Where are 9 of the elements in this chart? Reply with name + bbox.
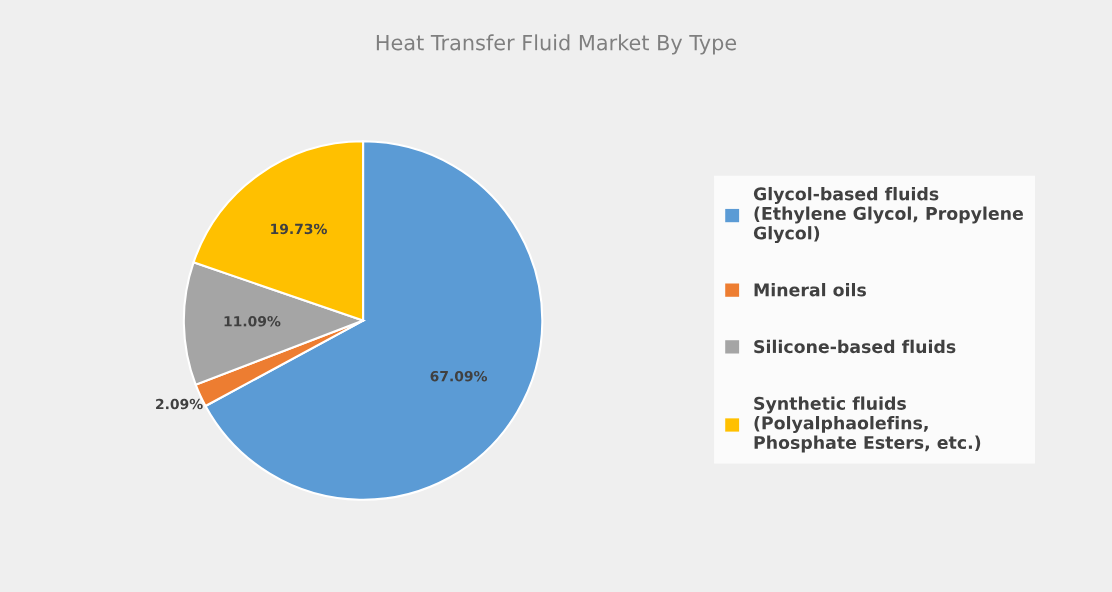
legend-label: Synthetic fluids (Polyalphaolefins, Phosphate Esters, etc.) xyxy=(754,396,981,453)
legend-label: Silicone-based fluids xyxy=(754,339,956,354)
data-label: 2.09% xyxy=(156,398,203,410)
data-label: 67.09% xyxy=(430,370,488,382)
data-label: 11.09% xyxy=(224,316,281,327)
data-label: 19.73% xyxy=(271,223,327,235)
legend-label: Mineral oils xyxy=(754,282,866,297)
legend-label: Glycol-based fluids (Ethylene Glycol, Propylene Glycol) xyxy=(753,186,1023,244)
chart-title: Heat Transfer Fluid Market By Type xyxy=(376,34,737,55)
